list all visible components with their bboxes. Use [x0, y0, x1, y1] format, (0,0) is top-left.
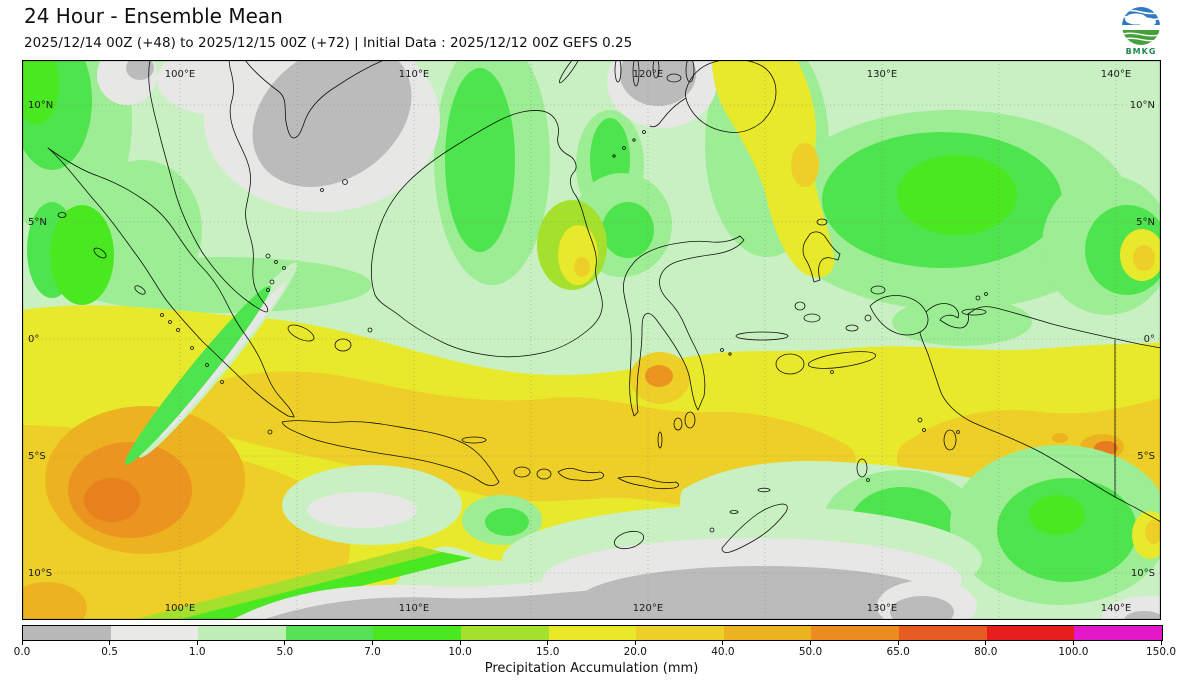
colorbar-tick	[21, 641, 23, 645]
colorbar-tick-label: 15.0	[535, 646, 560, 658]
page-title: 24 Hour - Ensemble Mean	[24, 4, 283, 28]
bmkg-logo-text: BMKG	[1126, 47, 1157, 56]
colorbar-segment	[986, 626, 1075, 640]
grid-label: 5°N	[1136, 217, 1155, 228]
colorbar-tick-label: 1.0	[188, 646, 206, 658]
colorbar-segment	[636, 626, 724, 640]
colorbar-tick-label: 40.0	[711, 646, 735, 658]
grid-label: 120°E	[633, 69, 663, 80]
grid-label: 100°E	[165, 603, 195, 614]
grid-label: 10°N	[28, 100, 53, 111]
colorbar-segment	[198, 626, 286, 640]
colorbar-segment	[110, 626, 199, 640]
grid-label: 100°E	[165, 69, 195, 80]
grid-label: 120°E	[633, 603, 663, 614]
colorbar-tick	[985, 641, 987, 645]
forecast-validity-subtitle: 2025/12/14 00Z (+48) to 2025/12/15 00Z (…	[24, 35, 633, 51]
grid-label: 5°S	[1137, 451, 1155, 462]
grid-label: 110°E	[399, 603, 429, 614]
grid-label: 130°E	[867, 603, 897, 614]
grid-label: 0°	[1144, 334, 1155, 345]
map-frame	[22, 60, 1161, 620]
colorbar-tick-label: 20.0	[623, 646, 647, 658]
colorbar-tick	[109, 641, 111, 645]
grid-label: 10°S	[28, 568, 52, 579]
colorbar-tick-label: 100.0	[1058, 646, 1089, 658]
grid-label: 110°E	[399, 69, 429, 80]
colorbar-segment	[23, 626, 111, 640]
grid-label: 10°N	[1130, 100, 1155, 111]
colorbar-tick-label: 50.0	[798, 646, 823, 658]
colorbar-segment	[723, 626, 812, 640]
colorbar-segment	[548, 626, 637, 640]
colorbar-tick-label: 0.5	[101, 646, 118, 658]
grid-label: 0°	[28, 334, 39, 345]
colorbar-tick	[810, 641, 812, 645]
colorbar-tick	[196, 641, 198, 645]
precipitation-map: 100°E 100°E 110°E 110°E 120°E 120°E 130°E 130°E…	[22, 60, 1161, 620]
colorbar-tick	[547, 641, 549, 645]
colorbar-tick	[897, 641, 899, 645]
map-canvas: 100°E 100°E 110°E 110°E 120°E 120°E 130°E 130°E…	[22, 60, 1161, 620]
grid-label: 130°E	[867, 69, 897, 80]
grid-label: 140°E	[1101, 603, 1131, 614]
colorbar-tick-label: 10.0	[448, 646, 472, 658]
colorbar-tick-label: 80.0	[974, 646, 998, 658]
colorbar-segment	[461, 626, 549, 640]
colorbar-tick	[459, 641, 461, 645]
colorbar-ticks	[21, 641, 1162, 646]
colorbar-segment	[811, 626, 900, 640]
colorbar	[22, 625, 1163, 641]
precipitation-field	[22, 60, 1161, 620]
grid-label: 5°N	[28, 217, 47, 228]
colorbar-tick-label: 0.0	[13, 646, 31, 658]
map-grid-labels: 100°E 100°E 110°E 110°E 120°E 120°E 130°E 130°E…	[28, 69, 1155, 614]
grid-label: 140°E	[1101, 69, 1131, 80]
colorbar-tick	[284, 641, 286, 645]
colorbar-segment	[285, 626, 374, 640]
grid-label: 10°S	[1131, 568, 1155, 579]
colorbar-tick	[371, 641, 373, 645]
colorbar-tick-labels: 0.0 0.5 1.0 5.0 7.0 10.0 15.0 20.0 40.0 50.0 65.0 8…	[14, 646, 1176, 659]
colorbar-segment	[1074, 626, 1162, 640]
coastlines	[47, 60, 1161, 553]
colorbar-tick-label: 65.0	[886, 646, 910, 658]
colorbar-tick-label: 7.0	[364, 646, 381, 658]
colorbar-tick-label: 150.0	[1145, 646, 1177, 658]
colorbar-tick	[1160, 641, 1162, 645]
colorbar-segment	[899, 626, 987, 640]
colorbar-tick	[634, 641, 636, 645]
colorbar-segment	[373, 626, 462, 640]
colorbar-title: Precipitation Accumulation (mm)	[484, 661, 699, 676]
grid-label: 5°S	[28, 451, 46, 462]
colorbar-tick	[722, 641, 724, 645]
colorbar-tick	[1072, 641, 1074, 645]
bmkg-logo: BMKG	[1122, 7, 1160, 56]
colorbar-tick-label: 5.0	[276, 646, 294, 658]
bmkg-logo-globe-icon	[1122, 7, 1160, 45]
